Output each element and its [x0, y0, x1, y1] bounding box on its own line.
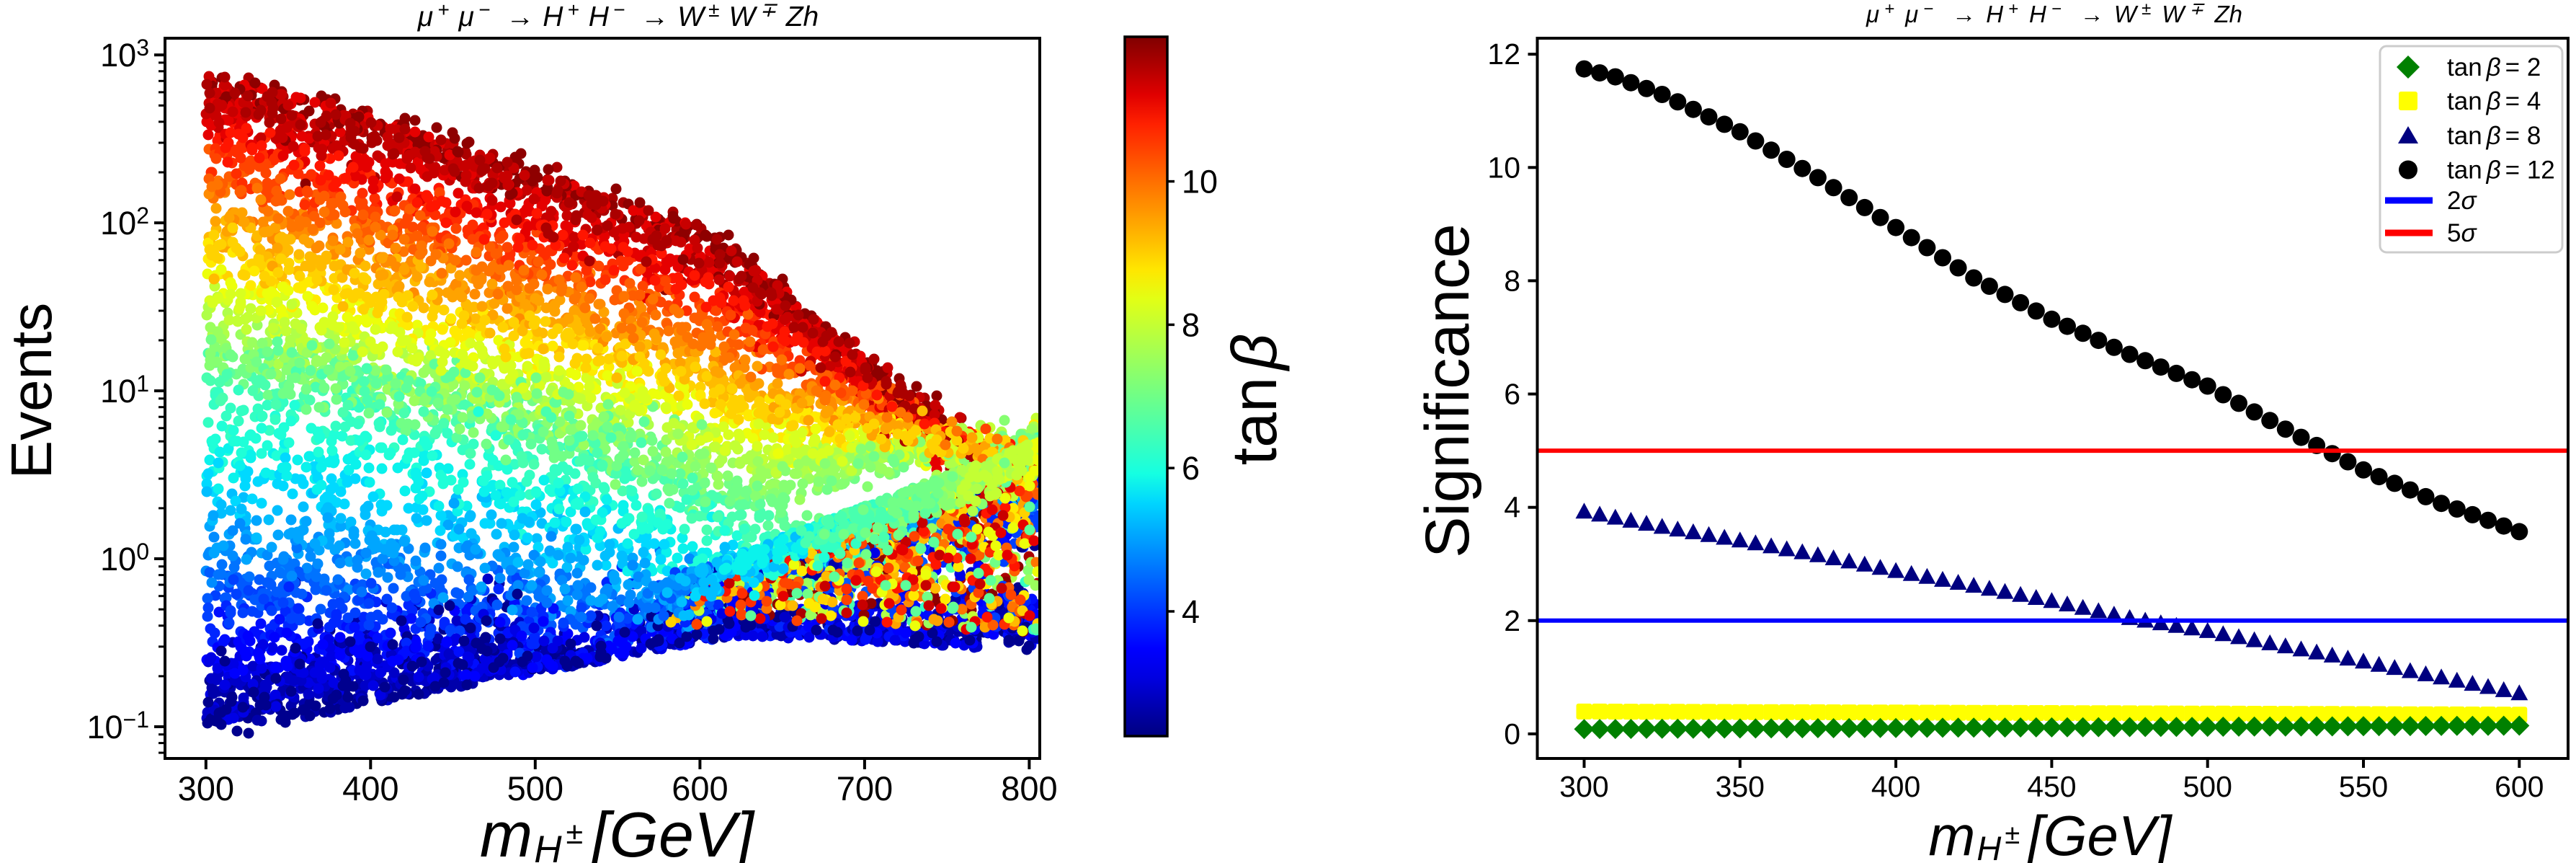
- svg-text:350: 350: [1716, 770, 1765, 803]
- svg-text:300: 300: [178, 769, 234, 807]
- svg-text:2: 2: [1504, 604, 1520, 637]
- svg-text:800: 800: [1001, 769, 1057, 807]
- svg-text:550: 550: [2339, 770, 2388, 803]
- svg-text:6: 6: [1182, 450, 1200, 487]
- svg-text:700: 700: [837, 769, 893, 807]
- svg-text:0: 0: [1504, 717, 1520, 751]
- svg-text:500: 500: [2183, 770, 2232, 803]
- svg-text:tanβ= 2: tan β = 2: [2447, 53, 2541, 81]
- svg-text:12: 12: [1487, 37, 1520, 71]
- svg-text:4: 4: [1504, 491, 1520, 524]
- svg-text:tanβ: tanβ: [1218, 334, 1290, 466]
- svg-text:400: 400: [342, 769, 398, 807]
- svg-text:tanβ= 8: tan β = 8: [2447, 122, 2541, 150]
- svg-text:tanβ= 4: tan β = 4: [2447, 87, 2541, 115]
- svg-text:300: 300: [1559, 770, 1608, 803]
- svg-text:Significance: Significance: [1413, 224, 1482, 558]
- svg-text:10: 10: [1487, 151, 1520, 184]
- svg-text:10: 10: [1182, 164, 1218, 200]
- svg-text:2σ: 2σ: [2447, 187, 2477, 215]
- svg-text:6: 6: [1504, 378, 1520, 411]
- svg-text:4: 4: [1182, 593, 1200, 630]
- svg-text:Events: Events: [0, 303, 63, 479]
- svg-text:8: 8: [1504, 264, 1520, 297]
- svg-text:mH±[GeV]: mH ± [GeV]: [1928, 804, 2173, 863]
- svg-text:500: 500: [507, 769, 563, 807]
- svg-text:mH±[GeV]: mH ± [GeV]: [480, 799, 756, 863]
- svg-text:400: 400: [1871, 770, 1920, 803]
- svg-text:600: 600: [2495, 770, 2544, 803]
- svg-text:8: 8: [1182, 306, 1200, 343]
- svg-text:5σ: 5σ: [2447, 219, 2477, 247]
- svg-text:600: 600: [672, 769, 728, 807]
- svg-text:450: 450: [2027, 770, 2076, 803]
